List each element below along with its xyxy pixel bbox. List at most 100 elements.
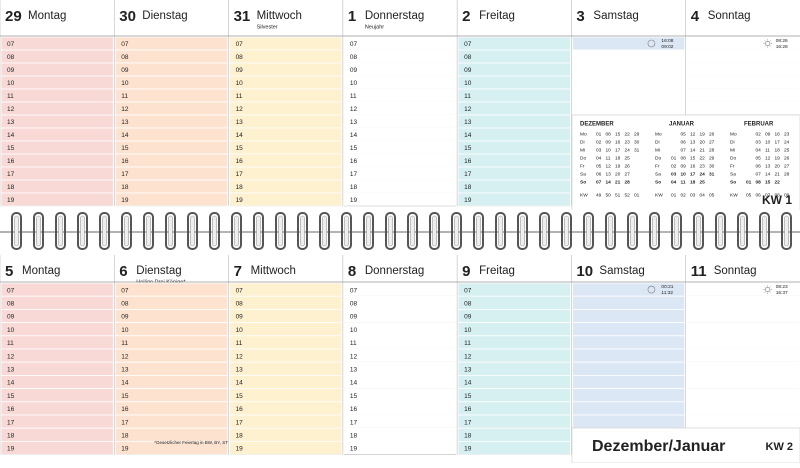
hour-label: 18 [121, 433, 129, 440]
day-number: 4 [691, 8, 700, 25]
hour-label: 15 [350, 145, 358, 152]
mini-cal-day: 28 [709, 147, 715, 153]
spiral-ring-inner [234, 215, 239, 247]
hour-label: 17 [236, 171, 244, 178]
mini-cal-day: 03 [671, 171, 677, 177]
hour-cell [343, 414, 457, 429]
spiral-ring-inner [542, 215, 547, 247]
spiral-ring [759, 212, 770, 250]
mini-cal-day: 09 [765, 131, 771, 137]
mini-cal-day: 09 [681, 163, 687, 169]
hour-label: 15 [7, 393, 15, 400]
hour-label: 19 [464, 446, 472, 453]
hour-label: 10 [7, 80, 15, 87]
hour-cell [0, 440, 114, 455]
hour-cell [0, 414, 114, 429]
hour-cell [572, 75, 686, 90]
hour-label: 15 [350, 393, 358, 400]
hour-label: 09 [464, 67, 472, 74]
sun-ray [769, 291, 771, 293]
hour-cell [229, 322, 343, 337]
moon-icon [647, 39, 656, 48]
hour-label: 18 [464, 184, 472, 191]
hour-cell [229, 140, 343, 155]
spiral-ring-inner [278, 215, 283, 247]
hour-label: 19 [236, 197, 244, 204]
hour-cell [0, 101, 114, 116]
hour-label: 09 [464, 314, 472, 321]
hour-cell [229, 361, 343, 376]
hour-label: 17 [121, 171, 129, 178]
hour-label: 12 [121, 353, 129, 360]
hour-label: 19 [464, 197, 472, 204]
mini-cal-day: 23 [625, 139, 631, 145]
hour-cell [457, 75, 571, 90]
hour-label: 14 [464, 132, 472, 139]
spiral-ring [583, 212, 594, 250]
mini-cal-day: 19 [775, 155, 781, 161]
hour-cell [343, 308, 457, 323]
hour-cell [457, 282, 571, 297]
hour-label: 16 [236, 158, 244, 165]
hour-label: 13 [464, 367, 472, 374]
spiral-ring [385, 212, 396, 250]
hour-label: 18 [7, 184, 15, 191]
day-name: Freitag [479, 265, 515, 277]
mini-cal-day: 27 [784, 163, 790, 169]
hour-label: 09 [236, 314, 244, 321]
sun-ray [769, 40, 771, 42]
hour-cell [0, 348, 114, 363]
mini-cal-day: 25 [625, 155, 631, 161]
spiral-ring [209, 212, 220, 250]
moon-rise: 00:21 [661, 284, 673, 290]
hour-cell [114, 101, 228, 116]
mini-cal-day: 23 [784, 131, 790, 137]
hour-cell [229, 414, 343, 429]
hour-cell [343, 88, 457, 103]
spiral-ring-inner [322, 215, 327, 247]
mini-cal-day: 19 [615, 163, 621, 169]
hour-label: 08 [236, 54, 244, 61]
day-number: 1 [348, 8, 356, 25]
mini-cal-day: 16 [775, 131, 781, 137]
hour-cell [343, 374, 457, 389]
hour-cell [457, 348, 571, 363]
mini-cal-day: 15 [765, 179, 771, 185]
hour-label: 14 [350, 380, 358, 387]
day-number: 7 [234, 263, 242, 280]
mini-cal-weekday: Fr [655, 163, 660, 169]
spiral-ring-inner [564, 215, 569, 247]
hour-label: 16 [350, 158, 358, 165]
day-name: Donnerstag [365, 265, 424, 277]
mini-cal-day: 24 [625, 147, 631, 153]
spiral-ring [693, 212, 704, 250]
mini-cal-weekday: Mi [580, 147, 585, 153]
spiral-ring [77, 212, 88, 250]
hour-label: 11 [7, 93, 14, 100]
spiral-ring-inner [740, 215, 745, 247]
mini-cal-day: 26 [784, 155, 790, 161]
hour-label: 12 [464, 106, 472, 113]
mini-cal-day: 03 [756, 139, 762, 145]
hour-cell [229, 127, 343, 142]
day-note: Neujahr [365, 24, 384, 30]
spiral-ring-inner [256, 215, 261, 247]
hour-label: 11 [464, 93, 471, 100]
hour-cell [457, 114, 571, 129]
hour-label: 12 [236, 106, 244, 113]
mini-cal-day: 06 [596, 171, 602, 177]
mini-cal-day: 16 [615, 139, 621, 145]
mini-cal-weekday: Fr [580, 163, 585, 169]
spiral-ring-inner [630, 215, 635, 247]
hour-cell [686, 295, 800, 310]
mini-cal-day: 51 [615, 192, 621, 198]
day-note: Heilige Drei Könige* [136, 279, 186, 285]
mini-cal-day: 12 [765, 155, 771, 161]
sun-rise: 08:26 [776, 38, 788, 44]
hour-cell [457, 401, 571, 416]
hour-cell [114, 282, 228, 297]
spiral-ring [495, 212, 506, 250]
hour-cell [572, 62, 686, 77]
mini-cal-title: FEBRUAR [744, 122, 774, 128]
hour-cell [343, 335, 457, 350]
